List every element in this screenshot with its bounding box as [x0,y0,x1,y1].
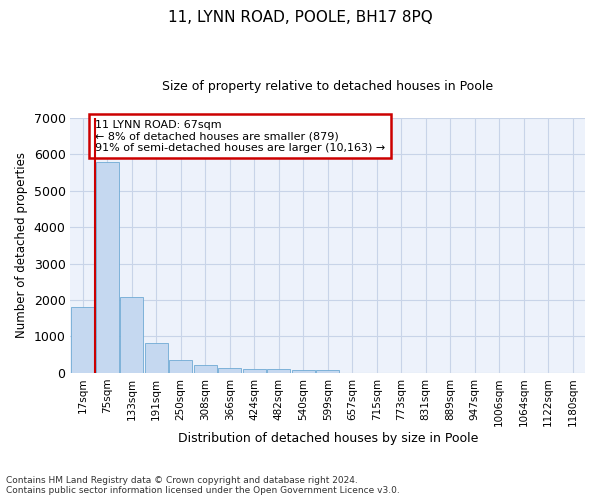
Bar [71,307,94,373]
Text: 11 LYNN ROAD: 67sqm
← 8% of detached houses are smaller (879)
91% of semi-detach: 11 LYNN ROAD: 67sqm ← 8% of detached hou… [95,120,385,153]
Bar [169,360,193,373]
Bar [120,297,143,373]
Bar [316,370,340,373]
Bar [218,368,241,373]
Bar [194,365,217,373]
Text: 11, LYNN ROAD, POOLE, BH17 8PQ: 11, LYNN ROAD, POOLE, BH17 8PQ [167,10,433,25]
Bar [95,162,119,373]
X-axis label: Distribution of detached houses by size in Poole: Distribution of detached houses by size … [178,432,478,445]
Title: Size of property relative to detached houses in Poole: Size of property relative to detached ho… [162,80,493,93]
Y-axis label: Number of detached properties: Number of detached properties [15,152,28,338]
Bar [145,344,168,373]
Bar [242,368,266,373]
Bar [267,369,290,373]
Bar [292,370,315,373]
Text: Contains HM Land Registry data © Crown copyright and database right 2024.
Contai: Contains HM Land Registry data © Crown c… [6,476,400,495]
